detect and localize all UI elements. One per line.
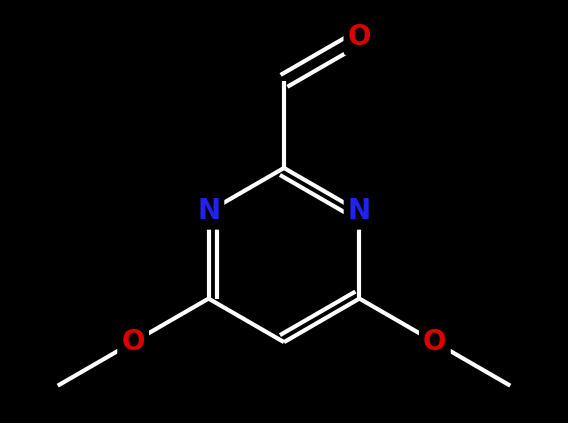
Text: O: O [122,328,145,356]
Text: N: N [348,198,371,225]
Text: O: O [423,328,446,356]
Text: N: N [197,198,220,225]
Text: O: O [348,23,371,51]
